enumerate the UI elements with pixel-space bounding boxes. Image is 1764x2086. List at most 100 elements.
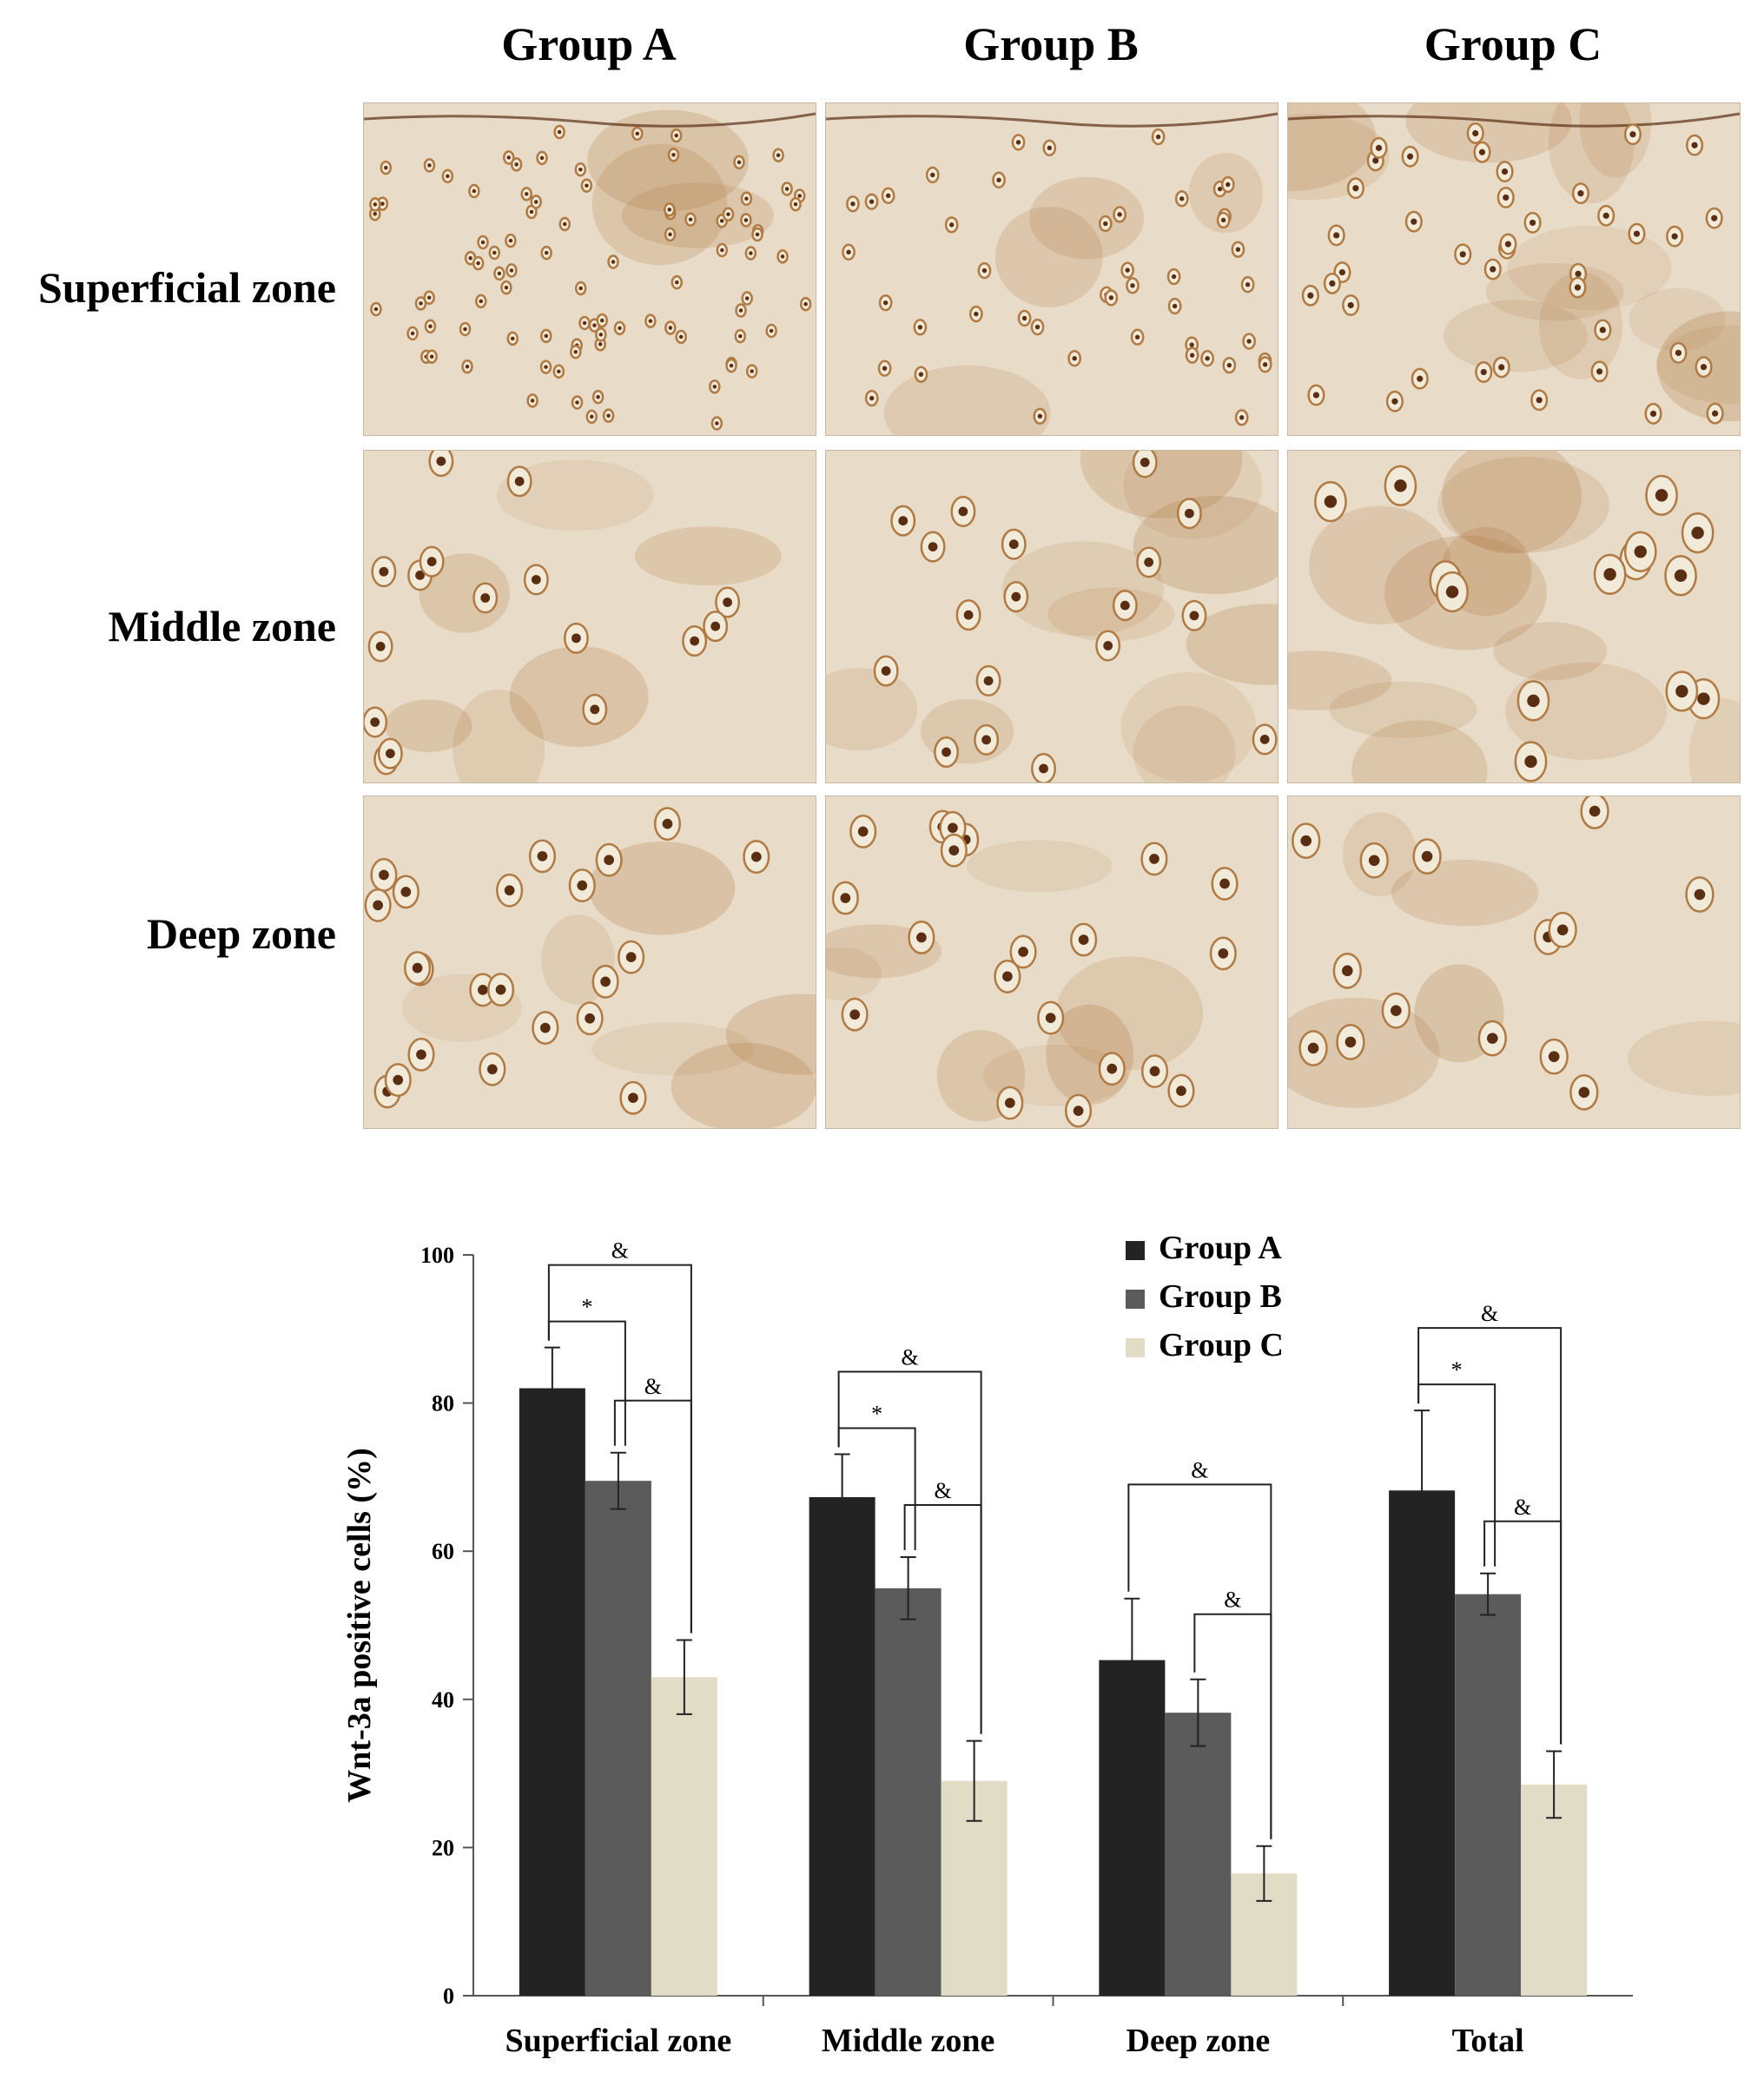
chondrocyte-nucleus (850, 201, 856, 207)
chondrocyte-nucleus (1674, 569, 1688, 583)
chondrocyte-nucleus (582, 320, 587, 326)
significance-bracket (613, 1399, 692, 1634)
stain-patch (1120, 671, 1257, 782)
chondrocyte-nucleus (1149, 1066, 1160, 1077)
significance-bracket (1417, 1383, 1496, 1567)
chondrocyte-nucleus (1324, 495, 1338, 508)
chondrocyte-nucleus (1504, 241, 1511, 248)
chondrocyte-nucleus (674, 133, 678, 138)
chondrocyte-nucleus (1394, 479, 1407, 492)
panel-background (826, 103, 1278, 435)
chondrocyte-nucleus (514, 162, 519, 167)
chondrocyte-nucleus (1312, 392, 1320, 399)
stain-patch (1493, 622, 1608, 681)
chondrocyte-nucleus (983, 676, 994, 686)
y-tick-label: 100 (420, 1243, 454, 1268)
chondrocyte-nucleus (379, 869, 389, 881)
chondrocyte-nucleus (1712, 410, 1719, 417)
chondrocyte-nucleus (958, 506, 968, 517)
chondrocyte-nucleus (1045, 1013, 1056, 1023)
chondrocyte-nucleus (1459, 251, 1466, 258)
x-tick-label: Deep zone (1126, 2023, 1271, 2059)
bar-group-a-0 (519, 1388, 585, 1996)
chondrocyte-nucleus (1226, 182, 1231, 188)
bar-group-b-3 (1455, 1594, 1522, 1996)
chondrocyte-nucleus (497, 271, 502, 276)
chondrocyte-nucleus (511, 336, 515, 341)
chondrocyte-nucleus (719, 219, 724, 223)
chondrocyte-nucleus (726, 212, 730, 216)
bar-group-b-2 (1165, 1713, 1232, 1996)
stain-patch (1507, 225, 1672, 311)
stain-patch (994, 206, 1103, 307)
chondrocyte-nucleus (611, 260, 616, 264)
stain-patch (1133, 705, 1236, 782)
chondrocyte-nucleus (744, 196, 749, 201)
chondrocyte-nucleus (426, 557, 437, 567)
significance-bracket (837, 1427, 916, 1551)
stain-patch (1186, 604, 1278, 685)
bar-group-c-0 (651, 1677, 717, 1996)
chondrocyte-nucleus (1205, 356, 1210, 361)
stain-patch (591, 1022, 754, 1076)
chondrocyte-nucleus (1338, 268, 1345, 276)
chondrocyte-nucleus (667, 208, 672, 212)
chondrocyte-nucleus (710, 621, 721, 631)
chondrocyte-nucleus (737, 160, 742, 165)
chondrocyte-nucleus (688, 217, 693, 221)
chondrocyte-nucleus (472, 188, 477, 194)
significance-marker: & (1481, 1301, 1498, 1326)
chondrocyte-nucleus (744, 296, 750, 300)
chondrocyte-nucleus (539, 1022, 551, 1033)
legend-swatch (1126, 1338, 1145, 1357)
micrograph-group-b-middle (825, 450, 1278, 783)
stain-patch (826, 947, 882, 1000)
chondrocyte-nucleus (668, 326, 673, 330)
stain-patch (1437, 457, 1609, 553)
chondrocyte-nucleus (1478, 149, 1486, 155)
chondrocyte-nucleus (738, 308, 743, 313)
stain-patch (1441, 451, 1582, 554)
bar-group-c-3 (1521, 1784, 1588, 1996)
chondrocyte-nucleus (869, 395, 875, 401)
chondrocyte-nucleus (1300, 835, 1312, 847)
chondrocyte-nucleus (508, 238, 513, 243)
chondrocyte-nucleus (1307, 292, 1314, 299)
chondrocyte-nucleus (1599, 327, 1606, 333)
chondrocyte-nucleus (1149, 854, 1159, 864)
chondrocyte-nucleus (463, 327, 467, 332)
significance-bracket (547, 1320, 626, 1446)
chondrocyte-nucleus (557, 369, 561, 373)
chondrocyte-nucleus (373, 212, 377, 216)
chondrocyte-nucleus (509, 268, 514, 273)
chondrocyte-nucleus (974, 311, 979, 317)
chondrocyte-nucleus (1184, 508, 1194, 518)
chondrocyte-nucleus (1176, 1086, 1186, 1096)
surface-line (364, 112, 816, 128)
chondrocyte-nucleus (881, 666, 891, 676)
chondrocyte-nucleus (1235, 247, 1241, 252)
chondrocyte-nucleus (429, 354, 434, 359)
stain-patch (1055, 956, 1204, 1071)
chondrocyte-nucleus (1417, 375, 1424, 382)
chondrocyte-nucleus (1445, 585, 1459, 598)
stain-patch (1505, 662, 1668, 761)
y-tick-label: 20 (432, 1835, 454, 1860)
chondrocyte-nucleus (487, 1064, 498, 1075)
chondrocyte-nucleus (1503, 194, 1510, 201)
chondrocyte-nucleus (1536, 397, 1543, 404)
chondrocyte-nucleus (1368, 855, 1380, 867)
stain-patch (1548, 103, 1635, 204)
chondrocyte-nucleus (1697, 692, 1710, 705)
column-header-group-a: Group A (501, 18, 677, 70)
chondrocyte-nucleus (1189, 611, 1199, 621)
bar-group-a-1 (809, 1496, 875, 1996)
micrograph-group-b-superficial (825, 102, 1278, 436)
chondrocyte-nucleus (948, 222, 955, 228)
stain-patch (1329, 681, 1477, 738)
chondrocyte-nucleus (1691, 142, 1698, 149)
chondrocyte-nucleus (573, 349, 578, 354)
chondrocyte-nucleus (1691, 526, 1704, 539)
chondrocyte-nucleus (375, 642, 386, 651)
chondrocyte-nucleus (1189, 342, 1194, 347)
